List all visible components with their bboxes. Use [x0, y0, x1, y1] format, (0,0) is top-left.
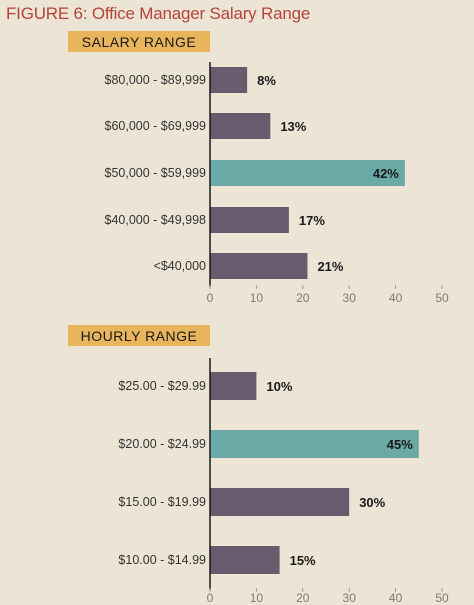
hourly-bar-1	[210, 430, 419, 458]
salary-category-label-3: $40,000 - $49,998	[105, 213, 207, 227]
salary-tick-label-4: 40	[389, 291, 403, 305]
salary-tick-label-5: 50	[435, 291, 449, 305]
hourly-bar-2	[210, 488, 350, 516]
hourly-category-label-1: $20.00 - $24.99	[118, 437, 206, 451]
salary-value-label-4: 21%	[317, 259, 343, 274]
hourly-category-label-0: $25.00 - $29.99	[118, 379, 206, 393]
hourly-value-label-1: 45%	[387, 437, 413, 452]
hourly-category-label-2: $15.00 - $19.99	[118, 495, 206, 509]
hourly-tick-label-4: 40	[389, 591, 403, 605]
hourly-tick-label-3: 30	[343, 591, 357, 605]
hourly-tick-label-0: 0	[207, 591, 214, 605]
salary-bar-0	[210, 67, 248, 93]
salary-range-badge: SALARY RANGE	[68, 31, 210, 52]
salary-category-label-0: $80,000 - $89,999	[105, 73, 207, 87]
hourly-value-label-3: 15%	[290, 553, 316, 568]
salary-tick-label-0: 0	[207, 291, 214, 305]
hourly-range-badge: HOURLY RANGE	[68, 325, 210, 346]
hourly-value-label-2: 30%	[359, 495, 385, 510]
salary-bar-2	[210, 160, 405, 186]
hourly-bar-0	[210, 372, 257, 400]
hourly-tick-label-2: 20	[296, 591, 310, 605]
salary-bar-3	[210, 207, 289, 233]
hourly-value-label-0: 10%	[266, 379, 292, 394]
hourly-tick-label-5: 50	[435, 591, 449, 605]
hourly-tick-label-1: 10	[250, 591, 264, 605]
salary-tick-label-1: 10	[250, 291, 264, 305]
salary-bar-4	[210, 253, 308, 279]
salary-category-label-2: $50,000 - $59,999	[105, 166, 207, 180]
salary-value-label-3: 17%	[299, 213, 325, 228]
figure-title: FIGURE 6: Office Manager Salary Range	[6, 4, 311, 23]
hourly-bar-3	[210, 546, 280, 574]
salary-value-label-1: 13%	[280, 119, 306, 134]
salary-tick-label-3: 30	[343, 291, 357, 305]
salary-value-label-0: 8%	[257, 73, 276, 88]
salary-category-label-1: $60,000 - $69,999	[105, 119, 207, 133]
salary-value-label-2: 42%	[373, 166, 399, 181]
salary-category-label-4: <$40,000	[154, 259, 207, 273]
salary-bar-1	[210, 113, 271, 139]
salary-tick-label-2: 20	[296, 291, 310, 305]
hourly-category-label-3: $10.00 - $14.99	[118, 553, 206, 567]
